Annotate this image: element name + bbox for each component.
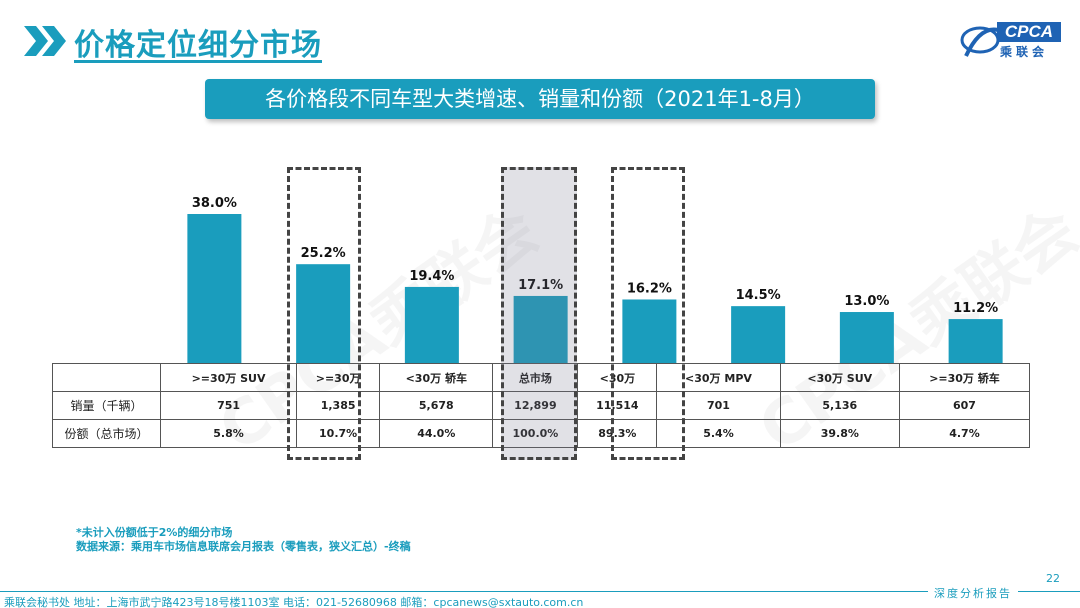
table-cell: 5,136	[779, 391, 900, 420]
row-label: 份额（总市场）	[52, 419, 161, 448]
table-row: 份额（总市场） 5.8% 10.7% 44.0% 100.0% 89.3% 5.…	[52, 419, 1031, 448]
footnote-source: 数据来源：乘用车市场信息联席会月报表（零售表，狭义汇总）-终稿	[76, 540, 411, 553]
bar	[296, 264, 351, 363]
col-header: <30万 SUV	[779, 363, 900, 392]
table-cell: 44.0%	[379, 419, 494, 448]
row-label: 销量（千辆）	[52, 391, 161, 420]
table-cell: 751	[159, 391, 298, 420]
table-cell: 89.3%	[577, 419, 658, 448]
table-cell: 5.8%	[159, 419, 298, 448]
data-table: >=30万 SUV >=30万 <30万 轿车 总市场 <30万 <30万 MP…	[52, 363, 1031, 448]
bar	[948, 319, 1003, 363]
footer-address: 乘联会秘书处 地址：上海市武宁路423号18号楼1103室 电话：021-526…	[4, 596, 584, 608]
table-cell: 100.0%	[492, 419, 579, 448]
table-cell: 4.7%	[898, 419, 1031, 448]
bar-data-label: 14.5%	[736, 288, 781, 303]
table-cell: 5,678	[379, 391, 494, 420]
col-header: >=30万 SUV	[159, 363, 298, 392]
col-header: 总市场	[492, 363, 579, 392]
highlight-frame-total-market	[501, 167, 577, 460]
chart-banner: 各价格段不同车型大类增速、销量和份额（2021年1-8月）	[205, 79, 875, 119]
page-title: 价格定位细分市场	[74, 28, 322, 63]
col-header: <30万 轿车	[379, 363, 494, 392]
bar	[513, 295, 568, 363]
bar	[731, 306, 786, 363]
table-row: 销量（千辆） 751 1,385 5,678 12,899 11,514 701…	[52, 391, 1031, 420]
table-cell: 5.4%	[656, 419, 781, 448]
table-corner-cell	[52, 363, 161, 392]
col-header: <30万	[577, 363, 658, 392]
bar-data-label: 38.0%	[192, 196, 237, 211]
table-cell: 11,514	[577, 391, 658, 420]
bar	[404, 286, 459, 363]
bar	[187, 214, 242, 363]
highlight-frame-under-30w	[611, 167, 685, 460]
bar-data-label: 13.0%	[844, 294, 889, 309]
table-cell: 39.8%	[779, 419, 900, 448]
bar	[839, 312, 894, 363]
bar	[622, 299, 677, 363]
page-number: 22	[1046, 572, 1060, 585]
footer-divider	[0, 591, 1080, 592]
table-cell: 10.7%	[296, 419, 381, 448]
table-cell: 607	[898, 391, 1031, 420]
col-header: >=30万 轿车	[898, 363, 1031, 392]
bar-data-label: 25.2%	[301, 246, 346, 261]
bar-data-label: 17.1%	[518, 278, 563, 293]
bar-data-label: 19.4%	[409, 269, 454, 284]
table-cell: 1,385	[296, 391, 381, 420]
bar-data-label: 16.2%	[627, 281, 672, 296]
logo-name: CPCA	[997, 22, 1061, 42]
highlight-frame-over-30w	[287, 167, 361, 460]
bar-data-label: 11.2%	[953, 301, 998, 316]
report-tag: 深度分析报告	[928, 585, 1018, 601]
logo-cn: 乘联会	[1000, 45, 1049, 59]
table-cell: 12,899	[492, 391, 579, 420]
double-chevron-icon	[24, 26, 66, 56]
footnote: *未计入份额低于2%的细分市场 数据来源：乘用车市场信息联席会月报表（零售表，狭…	[76, 526, 411, 554]
footnote-line: *未计入份额低于2%的细分市场	[76, 526, 233, 539]
table-header-row: >=30万 SUV >=30万 <30万 轿车 总市场 <30万 <30万 MP…	[52, 363, 1031, 392]
